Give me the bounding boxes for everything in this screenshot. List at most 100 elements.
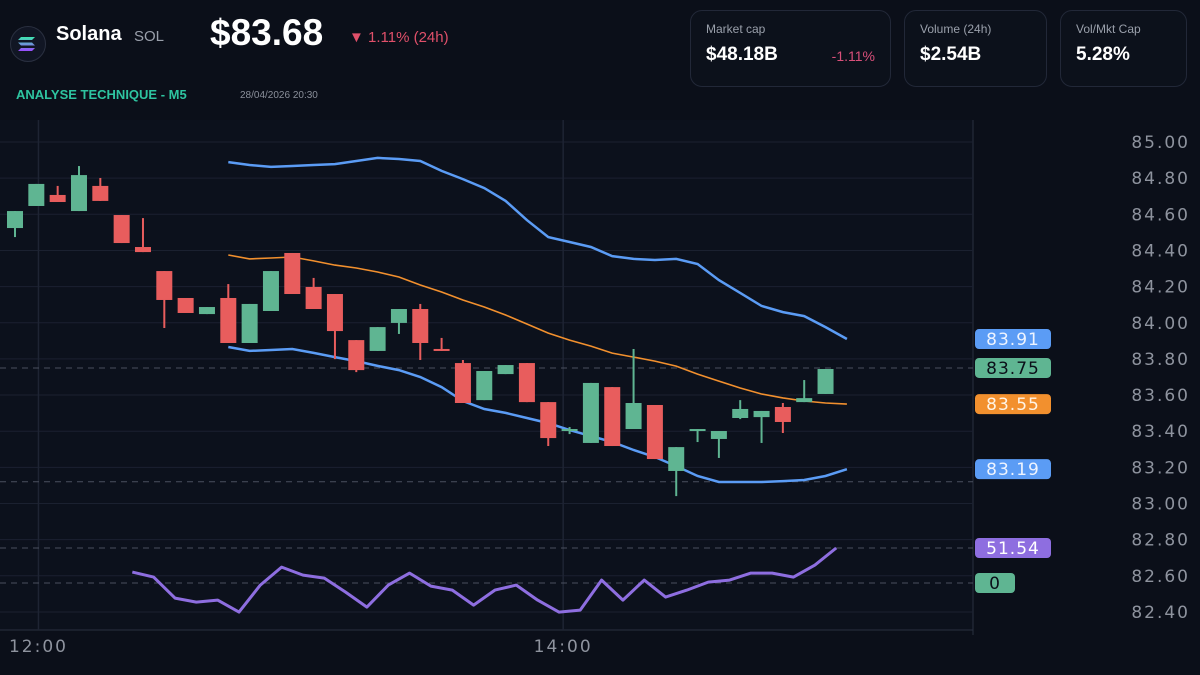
price-badge-last_price: 83.75 — [975, 357, 1051, 379]
y-tick-label: 83.20 — [1131, 458, 1190, 478]
candle-body — [689, 429, 706, 432]
candle-bearish — [540, 402, 557, 447]
market-cap-change: -1.11% — [831, 48, 875, 64]
solana-logo-icon — [18, 37, 35, 51]
badge-label: 83.75 — [986, 359, 1040, 379]
candle-body — [348, 340, 365, 371]
candle-bullish — [476, 371, 493, 401]
candle-bullish — [390, 309, 407, 334]
candle-body — [518, 363, 535, 403]
x-tick-label: 12:00 — [9, 637, 68, 657]
candle-bearish — [326, 294, 343, 360]
analysis-title: ANALYSE TECHNIQUE - M5 — [16, 87, 187, 102]
y-tick-label: 83.80 — [1131, 350, 1190, 370]
candle-bullish — [582, 382, 599, 443]
volume-value: $2.54B — [920, 44, 982, 65]
candle-body — [113, 215, 130, 244]
candle-bearish — [518, 363, 535, 403]
candle-body — [774, 406, 791, 422]
candle-body — [796, 398, 813, 403]
candle-body — [476, 371, 493, 401]
x-tick-label: 14:00 — [534, 637, 593, 657]
candle-body — [710, 431, 727, 439]
bollinger-middle-line — [228, 254, 847, 405]
candle-body — [668, 447, 685, 471]
candle-bullish — [796, 380, 813, 403]
y-tick-label: 84.40 — [1131, 241, 1190, 261]
candle-body — [70, 175, 87, 212]
candle-bearish — [156, 271, 173, 328]
candle-bearish — [92, 177, 109, 201]
badge-bg — [975, 459, 1051, 480]
vol-mkt-cap-card: Vol/Mkt Cap 5.28% — [1060, 10, 1187, 87]
candle-bearish — [433, 337, 450, 351]
y-tick-label: 82.40 — [1131, 603, 1190, 623]
candle-body — [561, 429, 578, 432]
volume-card: Volume (24h) $2.54B — [904, 10, 1047, 87]
candle-body — [177, 297, 194, 313]
candle-body — [284, 252, 301, 295]
candle-bearish — [348, 340, 365, 373]
candle-bearish — [134, 218, 151, 253]
candle-body — [540, 402, 557, 439]
candle-body — [433, 348, 450, 351]
market-cap-card: Market cap $48.18B -1.11% — [690, 10, 891, 87]
candle-body — [7, 211, 23, 229]
candle-bearish — [177, 297, 194, 313]
y-tick-label: 82.60 — [1131, 567, 1190, 587]
y-tick-label: 83.60 — [1131, 386, 1190, 406]
badge-label: 83.55 — [986, 395, 1040, 415]
price-badge-bb_lower: 83.19 — [975, 459, 1051, 480]
rsi-line — [131, 546, 838, 614]
y-tick-label: 83.00 — [1131, 495, 1190, 515]
price-badge-bb_middle: 83.55 — [975, 394, 1051, 415]
candle-body — [262, 271, 279, 312]
badge-label: 0 — [989, 574, 1001, 594]
candle-bullish — [732, 400, 749, 420]
candle-bearish — [220, 284, 237, 343]
badge-bg — [975, 394, 1051, 415]
badge-bg — [975, 573, 1015, 593]
candle-bearish — [646, 404, 663, 460]
candle-body — [604, 387, 621, 447]
candle-bullish — [28, 183, 45, 206]
coin-logo — [10, 26, 46, 62]
candle-body — [646, 404, 663, 460]
candle-bearish — [604, 387, 621, 447]
candle-bearish — [305, 277, 322, 310]
coin-name: Solana — [56, 23, 122, 45]
y-tick-label: 84.80 — [1131, 169, 1190, 189]
candle-body — [454, 363, 471, 404]
candle-bullish — [369, 327, 386, 351]
candle-body — [28, 183, 45, 206]
bollinger-upper-line — [228, 156, 848, 341]
badge-label: 83.91 — [986, 330, 1040, 350]
candle-bullish — [689, 429, 706, 443]
badge-bg — [975, 357, 1051, 378]
volume-label: Volume (24h) — [920, 22, 992, 36]
candle-body — [305, 286, 322, 310]
vol-mkt-cap-value: 5.28% — [1076, 44, 1130, 65]
price-change-24h: ▼ 1.11% (24h) — [349, 29, 449, 46]
candle-body — [49, 194, 66, 203]
y-tick-label: 84.20 — [1131, 278, 1190, 298]
candle-bullish — [262, 271, 279, 312]
candle-bullish — [241, 303, 258, 343]
candle-body — [497, 365, 514, 375]
candle-bearish — [412, 303, 429, 360]
candle-body — [134, 247, 151, 253]
candle-body — [732, 408, 749, 419]
y-tick-label: 84.60 — [1131, 205, 1190, 225]
badge-bg — [975, 538, 1051, 558]
price-badge-rsi: 51.54 — [975, 538, 1051, 559]
market-cap-label: Market cap — [706, 22, 766, 36]
candle-bullish — [7, 211, 23, 238]
candle-bullish — [561, 427, 578, 435]
candle-body — [241, 303, 258, 343]
candle-body — [220, 297, 237, 343]
market-cap-value: $48.18B — [706, 44, 778, 65]
candle-bearish — [113, 215, 130, 244]
candle-bullish — [497, 365, 514, 375]
badge-bg — [975, 329, 1051, 350]
